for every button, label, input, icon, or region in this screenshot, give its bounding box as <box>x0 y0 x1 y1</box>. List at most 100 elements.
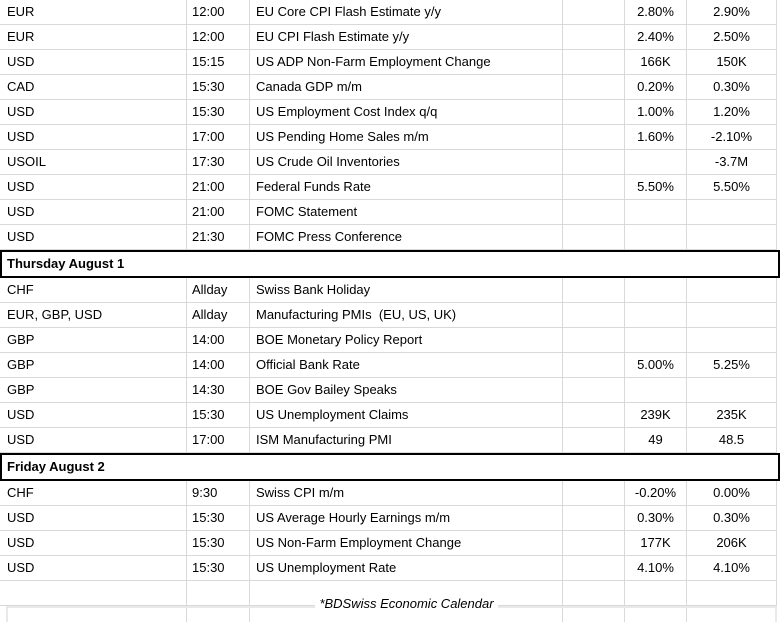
cell-event[interactable]: EU CPI Flash Estimate y/y <box>250 25 563 50</box>
cell-blank[interactable] <box>563 150 625 175</box>
cell-currency[interactable] <box>0 581 187 606</box>
cell-event[interactable]: Canada GDP m/m <box>250 75 563 100</box>
cell-previous[interactable] <box>687 225 777 250</box>
cell-previous[interactable]: 4.10% <box>687 556 777 581</box>
cell-time[interactable]: 15:30 <box>187 556 250 581</box>
cell-forecast[interactable] <box>625 200 687 225</box>
cell-time[interactable]: 12:00 <box>187 0 250 25</box>
cell-previous[interactable]: 2.90% <box>687 0 777 25</box>
cell-blank[interactable] <box>563 303 625 328</box>
cell-blank[interactable] <box>563 531 625 556</box>
cell-currency[interactable]: USD <box>0 125 187 150</box>
cell-time[interactable]: Allday <box>187 303 250 328</box>
cell-time[interactable]: Allday <box>187 278 250 303</box>
cell-currency[interactable]: CHF <box>0 481 187 506</box>
cell-blank[interactable] <box>563 403 625 428</box>
cell-currency[interactable]: EUR, GBP, USD <box>0 303 187 328</box>
cell-forecast[interactable]: 0.30% <box>625 506 687 531</box>
cell-previous[interactable]: 235K <box>687 403 777 428</box>
cell-event[interactable]: US Unemployment Rate <box>250 556 563 581</box>
cell-time[interactable]: 14:30 <box>187 378 250 403</box>
cell-currency[interactable]: USD <box>0 100 187 125</box>
cell-blank[interactable] <box>563 200 625 225</box>
cell-event[interactable]: US Average Hourly Earnings m/m <box>250 506 563 531</box>
cell-currency[interactable]: USOIL <box>0 150 187 175</box>
cell-previous[interactable]: 206K <box>687 531 777 556</box>
cell-event[interactable]: ISM Manufacturing PMI <box>250 428 563 453</box>
cell-previous[interactable] <box>687 303 777 328</box>
cell-event[interactable]: US Pending Home Sales m/m <box>250 125 563 150</box>
cell-blank[interactable] <box>563 581 625 606</box>
cell-blank[interactable] <box>563 481 625 506</box>
cell-forecast[interactable]: 5.50% <box>625 175 687 200</box>
cell-currency[interactable]: USD <box>0 175 187 200</box>
cell-event[interactable]: US Unemployment Claims <box>250 403 563 428</box>
cell-currency[interactable]: GBP <box>0 378 187 403</box>
cell-previous[interactable]: -3.7M <box>687 150 777 175</box>
cell-forecast[interactable] <box>625 225 687 250</box>
cell-forecast[interactable]: 49 <box>625 428 687 453</box>
cell-currency[interactable]: USD <box>0 556 187 581</box>
cell-forecast[interactable] <box>625 378 687 403</box>
cell-blank[interactable] <box>563 428 625 453</box>
cell-currency[interactable]: CAD <box>0 75 187 100</box>
cell-blank[interactable] <box>563 506 625 531</box>
cell-blank[interactable] <box>563 606 625 622</box>
cell-forecast[interactable]: 166K <box>625 50 687 75</box>
cell-forecast[interactable]: 1.00% <box>625 100 687 125</box>
cell-forecast[interactable]: 4.10% <box>625 556 687 581</box>
cell-event[interactable]: US Employment Cost Index q/q <box>250 100 563 125</box>
cell-currency[interactable]: USD <box>0 403 187 428</box>
cell-forecast[interactable]: 5.00% <box>625 353 687 378</box>
cell-forecast[interactable]: -0.20% <box>625 481 687 506</box>
cell-event[interactable]: Federal Funds Rate <box>250 175 563 200</box>
cell-forecast[interactable] <box>625 581 687 606</box>
cell-event[interactable]: EU Core CPI Flash Estimate y/y <box>250 0 563 25</box>
cell-time[interactable]: 17:00 <box>187 125 250 150</box>
cell-blank[interactable] <box>563 278 625 303</box>
cell-event[interactable]: BOE Gov Bailey Speaks <box>250 378 563 403</box>
cell-currency[interactable]: USD <box>0 50 187 75</box>
cell-currency[interactable]: USD <box>0 200 187 225</box>
cell-time[interactable]: 9:30 <box>187 481 250 506</box>
day-header-row[interactable]: Thursday August 1 <box>0 250 780 278</box>
cell-previous[interactable]: -2.10% <box>687 125 777 150</box>
cell-forecast[interactable]: 239K <box>625 403 687 428</box>
cell-event[interactable]: US ADP Non-Farm Employment Change <box>250 50 563 75</box>
cell-time[interactable]: 15:30 <box>187 100 250 125</box>
cell-time[interactable]: 21:00 <box>187 200 250 225</box>
cell-currency[interactable]: USD <box>0 506 187 531</box>
cell-forecast[interactable]: 2.40% <box>625 25 687 50</box>
cell-blank[interactable] <box>563 175 625 200</box>
cell-event[interactable]: Swiss Bank Holiday <box>250 278 563 303</box>
cell-previous[interactable]: 0.30% <box>687 506 777 531</box>
cell-event[interactable]: US Crude Oil Inventories <box>250 150 563 175</box>
cell-forecast[interactable] <box>625 328 687 353</box>
cell-event[interactable]: FOMC Press Conference <box>250 225 563 250</box>
day-header-row[interactable]: Friday August 2 <box>0 453 780 481</box>
cell-previous[interactable] <box>687 278 777 303</box>
cell-time[interactable]: 17:30 <box>187 150 250 175</box>
cell-time[interactable]: 12:00 <box>187 25 250 50</box>
cell-event[interactable]: Official Bank Rate <box>250 353 563 378</box>
cell-currency[interactable] <box>0 606 187 622</box>
cell-time[interactable]: 21:30 <box>187 225 250 250</box>
cell-blank[interactable] <box>563 0 625 25</box>
cell-blank[interactable] <box>563 353 625 378</box>
cell-blank[interactable] <box>563 75 625 100</box>
cell-event[interactable]: US Non-Farm Employment Change <box>250 531 563 556</box>
cell-currency[interactable]: CHF <box>0 278 187 303</box>
cell-forecast[interactable]: 0.20% <box>625 75 687 100</box>
cell-previous[interactable]: 0.30% <box>687 75 777 100</box>
cell-previous[interactable]: 1.20% <box>687 100 777 125</box>
cell-currency[interactable]: GBP <box>0 328 187 353</box>
cell-event[interactable]: FOMC Statement <box>250 200 563 225</box>
cell-event[interactable]: BOE Monetary Policy Report <box>250 328 563 353</box>
cell-blank[interactable] <box>563 100 625 125</box>
cell-forecast[interactable]: 177K <box>625 531 687 556</box>
cell-time[interactable] <box>187 581 250 606</box>
cell-blank[interactable] <box>563 328 625 353</box>
cell-previous[interactable]: 48.5 <box>687 428 777 453</box>
cell-forecast[interactable] <box>625 278 687 303</box>
cell-currency[interactable]: EUR <box>0 0 187 25</box>
